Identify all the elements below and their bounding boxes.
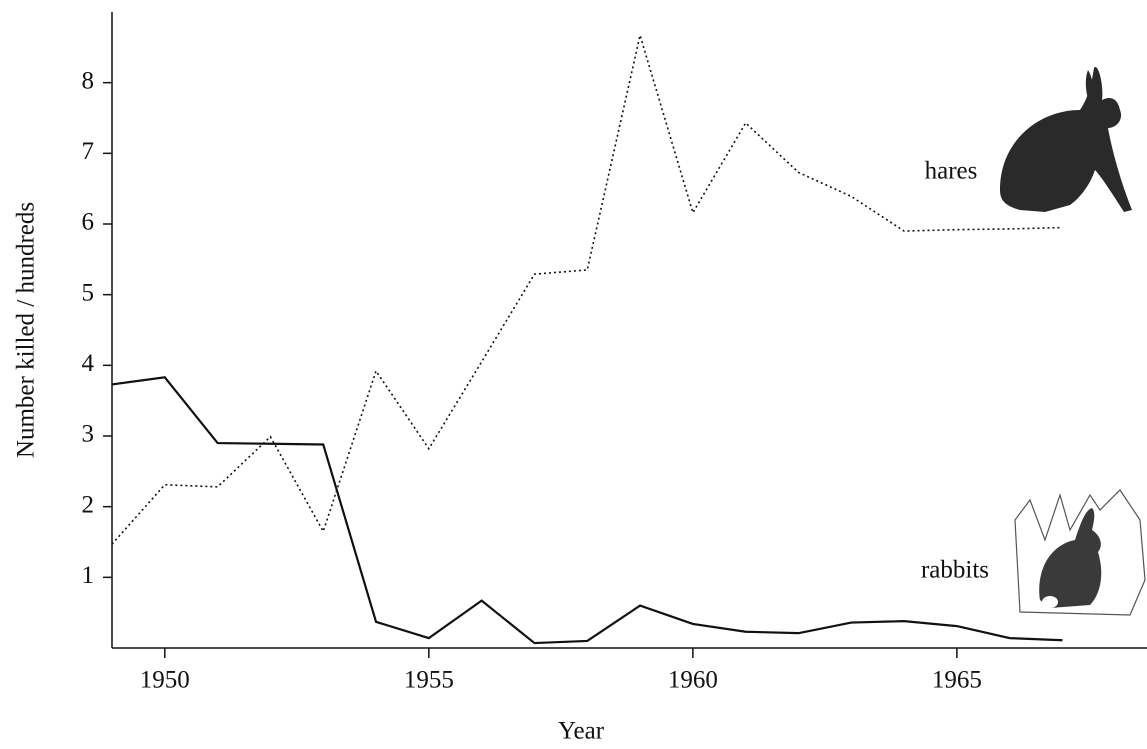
series-label: hares — [925, 158, 978, 185]
y-tick-label: 5 — [82, 279, 95, 306]
y-tick-label: 7 — [82, 138, 95, 165]
x-axis-label: Year — [558, 718, 605, 745]
y-tick-label: 8 — [82, 67, 95, 94]
x-tick-label: 1965 — [932, 667, 982, 694]
x-tick-label: 1955 — [404, 667, 454, 694]
y-tick-label: 1 — [82, 562, 95, 589]
rabbit-illustration — [1014, 489, 1146, 616]
y-tick-label: 2 — [82, 491, 95, 518]
y-axis-label: Number killed / hundreds — [13, 202, 40, 458]
series-line — [111, 376, 1063, 645]
y-tick-label: 6 — [82, 209, 95, 236]
y-tick-label: 4 — [82, 350, 95, 377]
x-tick-label: 1950 — [140, 667, 190, 694]
series-label: rabbits — [921, 557, 989, 584]
x-tick-label: 1960 — [668, 667, 718, 694]
series-line — [111, 32, 1063, 545]
y-tick-label: 3 — [82, 421, 95, 448]
hare-illustration — [1000, 67, 1132, 212]
